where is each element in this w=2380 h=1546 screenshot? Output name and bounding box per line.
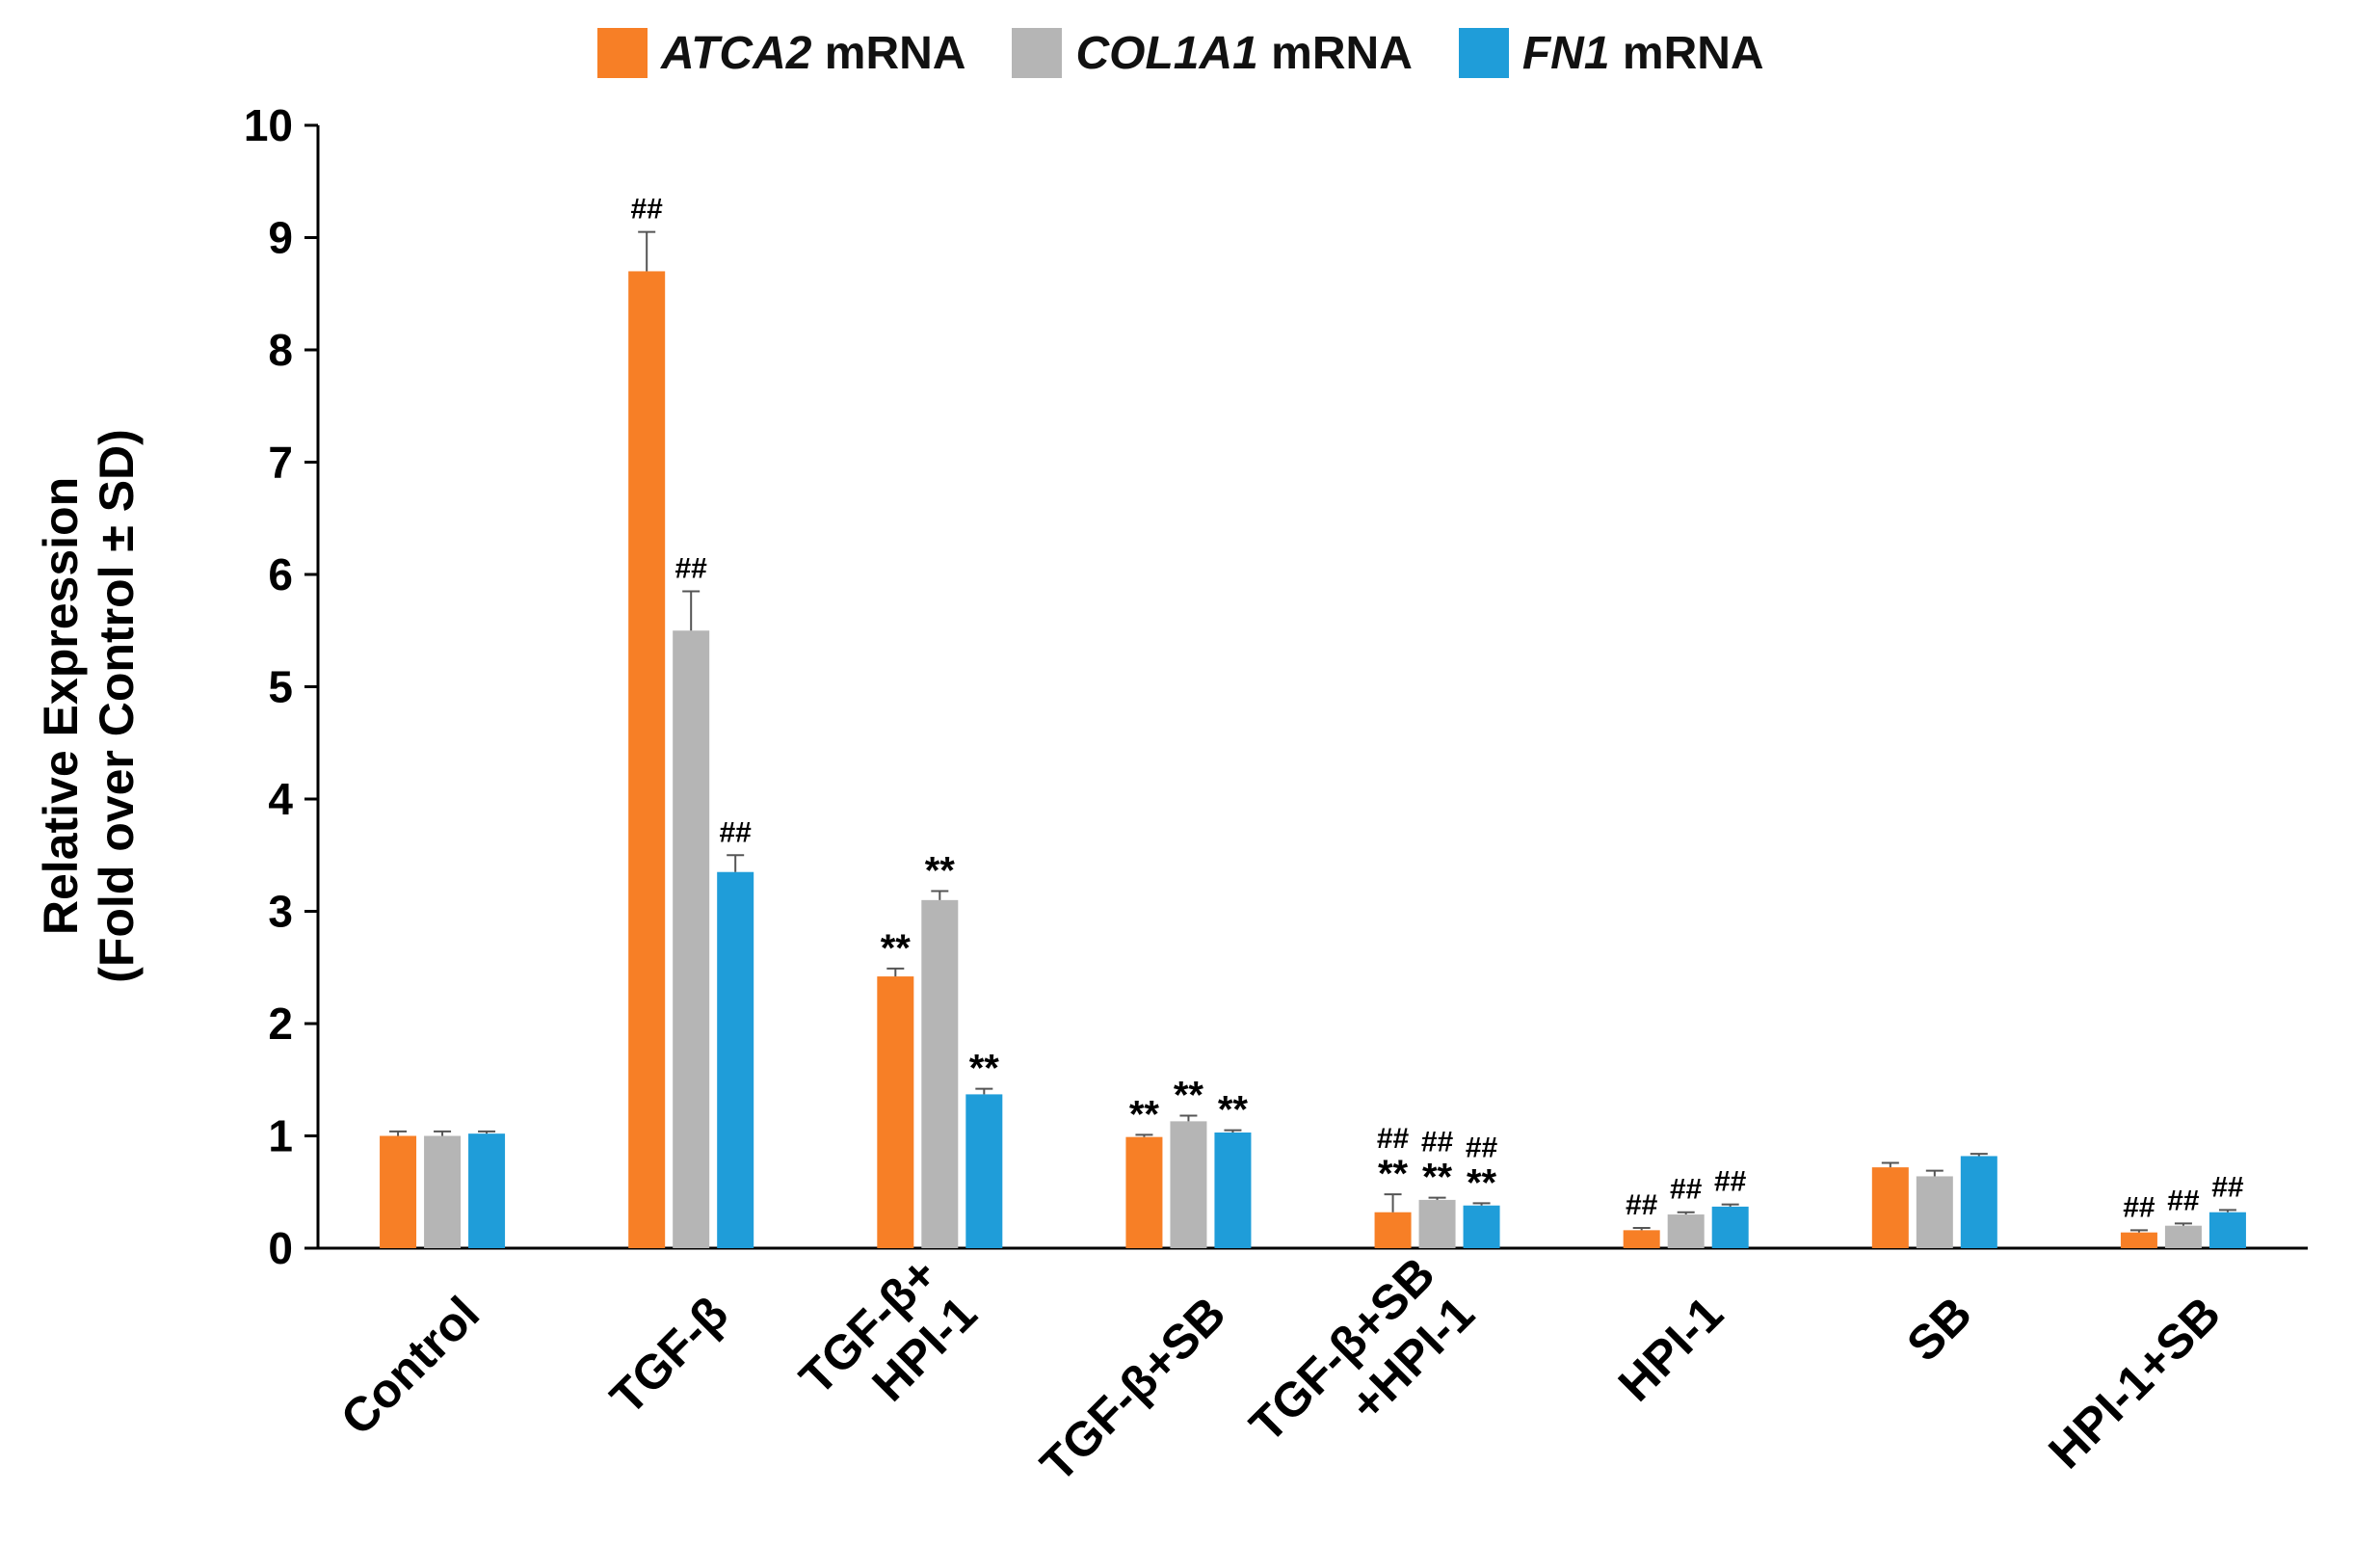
bar: [2120, 1232, 2157, 1248]
y-tick-label: 3: [268, 887, 293, 937]
legend-item-fn1: FN1 mRNA: [1458, 27, 1764, 80]
legend-suffix-col1a1: mRNA: [1257, 27, 1413, 79]
bar: [1125, 1136, 1163, 1248]
legend-gene-atca2: ATCA2: [661, 27, 812, 79]
y-tick-label: 7: [268, 438, 293, 488]
significance-mark: **: [1422, 1157, 1453, 1199]
bar: [380, 1135, 417, 1248]
significance-mark: **: [881, 927, 912, 970]
significance-mark: ##: [1714, 1166, 1747, 1198]
legend-swatch-col1a1: [1012, 28, 1063, 78]
bar: [921, 899, 959, 1248]
y-tick-label: 6: [268, 549, 293, 600]
bar: [1623, 1230, 1660, 1248]
significance-mark: **: [969, 1048, 1000, 1090]
significance-mark: **: [1174, 1075, 1204, 1117]
bar: [1667, 1214, 1705, 1248]
significance-mark: **: [1378, 1153, 1409, 1195]
significance-mark: **: [925, 850, 956, 893]
bar: [1374, 1212, 1412, 1248]
y-tick-label: 2: [268, 999, 293, 1049]
bar: [1170, 1121, 1207, 1248]
significance-mark: ##: [2123, 1191, 2155, 1223]
x-tick-label: HPI-1: [1608, 1286, 1733, 1411]
bars: [380, 230, 2246, 1248]
bar: [2164, 1225, 2202, 1248]
legend-swatch-atca2: [597, 28, 648, 78]
significance-mark: **: [1129, 1093, 1160, 1135]
significance-mark: ##: [631, 194, 664, 226]
y-tick-label: 9: [268, 213, 293, 263]
bar: [1463, 1205, 1500, 1248]
significance-mark: ##: [2167, 1185, 2200, 1216]
legend-item-col1a1: COL1A1 mRNA: [1012, 27, 1413, 80]
legend-gene-col1a1: COL1A1: [1075, 27, 1258, 79]
bar: [2208, 1212, 2246, 1248]
significance-mark: ##: [675, 552, 708, 584]
legend-swatch-fn1: [1458, 28, 1509, 78]
legend-suffix-atca2: mRNA: [811, 27, 966, 79]
y-axis-label-line: Relative Expression: [34, 477, 88, 935]
bar: [1418, 1199, 1456, 1248]
legend-gene-fn1: FN1: [1521, 27, 1610, 79]
y-tick-label: 4: [268, 774, 293, 824]
x-tick-label: HPI-1+SB: [2038, 1286, 2231, 1479]
significance-mark: ##: [1377, 1123, 1410, 1155]
bar: [673, 630, 710, 1248]
bar: [877, 976, 914, 1248]
bar: [628, 271, 666, 1248]
bar: [468, 1133, 506, 1248]
x-tick-label: TGF-β+SB: [1030, 1286, 1235, 1491]
legend-suffix-fn1: mRNA: [1609, 27, 1764, 79]
significance-mark: ##: [1670, 1174, 1703, 1206]
significance-annotations: ######******** ** **##**##**##**## ## #### ##…: [631, 194, 2244, 1224]
y-tick-label: 5: [268, 662, 293, 712]
bar: [1960, 1156, 1997, 1248]
y-tick-label: 8: [268, 325, 293, 375]
y-axis-label-line: (Fold over Control ± SD): [90, 429, 144, 983]
bar: [717, 871, 754, 1248]
significance-mark: **: [1218, 1089, 1249, 1132]
bar: [1214, 1133, 1252, 1248]
bar: [1871, 1167, 1909, 1248]
significance-mark: ##: [1421, 1127, 1454, 1159]
x-tick-label: TGF-β: [600, 1286, 739, 1425]
y-tick-label: 0: [268, 1223, 293, 1273]
significance-mark: ##: [1466, 1132, 1498, 1163]
axes: 0 1 2 3 4 5 6 7 8 9 10: [244, 100, 2308, 1273]
significance-mark: **: [1467, 1161, 1497, 1204]
legend-item-atca2: ATCA2 mRNA: [597, 27, 965, 80]
chart-legend: ATCA2 mRNA COL1A1 mRNA FN1 mRNA: [597, 19, 1764, 87]
x-tick-label: SB: [1896, 1286, 1982, 1372]
significance-mark: ##: [1626, 1189, 1658, 1221]
bar: [965, 1094, 1003, 1248]
bar: [1916, 1176, 1953, 1248]
y-tick-label: 10: [244, 100, 293, 150]
y-tick-label: 1: [268, 1111, 293, 1161]
bar: [1711, 1206, 1749, 1248]
x-axis-tick-labels: Control TGF-β TGF-β+HPI-1 TGF-β+SB TGF-β+SB+…: [331, 1246, 2231, 1491]
significance-mark: ##: [2211, 1171, 2244, 1203]
bar: [424, 1135, 462, 1248]
x-tick-label: Control: [331, 1286, 489, 1445]
y-axis-label: Relative Expression (Fold over Control ± …: [34, 429, 144, 983]
significance-mark: ##: [720, 816, 753, 848]
